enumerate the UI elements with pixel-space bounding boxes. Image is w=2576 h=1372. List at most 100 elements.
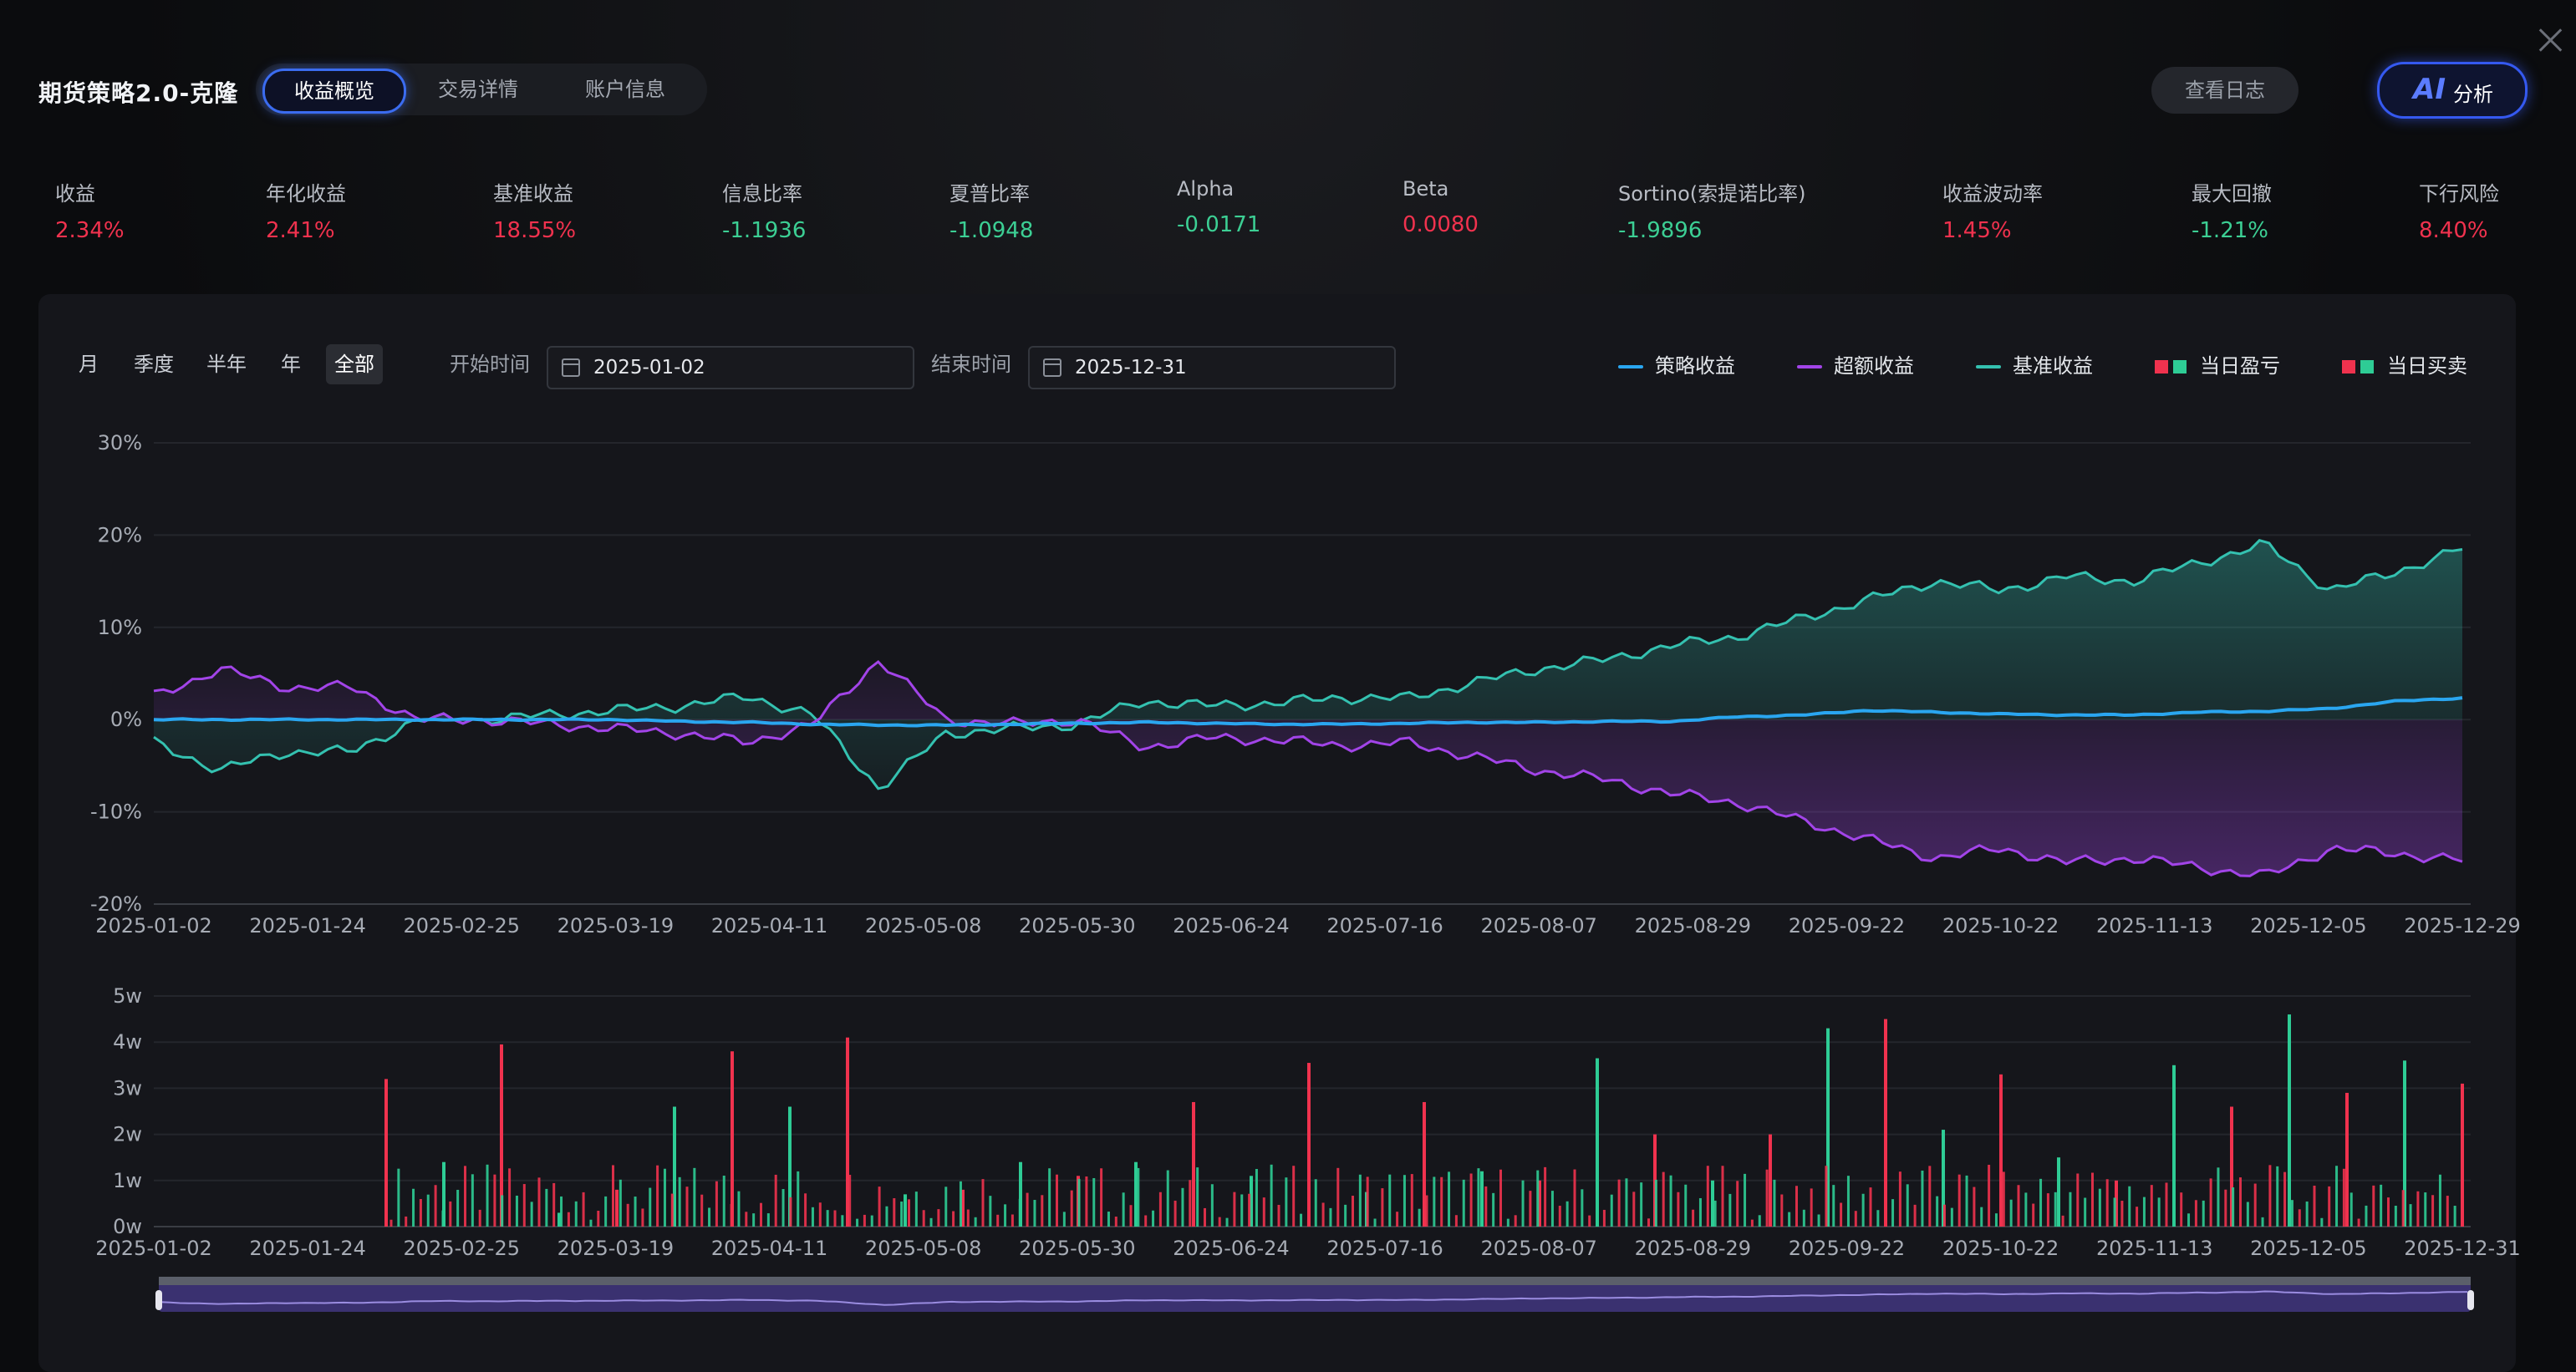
daily-bar xyxy=(615,1189,619,1227)
x-tick-label: 2025-06-24 xyxy=(1173,1237,1289,1260)
daily-bar xyxy=(426,1194,430,1227)
daily-bar xyxy=(1114,1217,1117,1227)
legend-daily-pnl[interactable]: 当日盈亏 xyxy=(2155,349,2280,383)
daily-bar xyxy=(1314,1179,1317,1227)
daily-bar xyxy=(663,1168,666,1227)
daily-bar xyxy=(1773,1179,1776,1227)
y-tick-label: 0w xyxy=(113,1215,142,1238)
daily-bar xyxy=(2054,1192,2057,1227)
daily-bar xyxy=(1884,1019,1887,1227)
view-log-button[interactable]: 查看日志 xyxy=(2151,67,2299,114)
daily-bar xyxy=(804,1193,807,1227)
daily-bar xyxy=(1596,1058,1599,1227)
daily-bar xyxy=(1869,1187,1872,1227)
daily-bar xyxy=(700,1194,704,1227)
daily-bar xyxy=(434,1185,437,1227)
daily-bar xyxy=(2239,1177,2242,1227)
daily-bar xyxy=(1854,1211,1857,1227)
daily-bar xyxy=(397,1168,400,1227)
daily-bar xyxy=(2268,1165,2272,1227)
calendar-icon xyxy=(562,358,580,377)
start-date-input[interactable]: 2025-01-02 xyxy=(547,346,914,389)
daily-bar xyxy=(846,1037,849,1227)
daily-bar xyxy=(405,1216,408,1227)
period-month[interactable]: 月 xyxy=(79,353,99,376)
daily-bar xyxy=(2232,1187,2235,1227)
daily-bar xyxy=(1538,1180,1541,1227)
daily-bar xyxy=(1262,1197,1265,1227)
daily-bar xyxy=(1077,1178,1081,1227)
x-tick-label: 2025-05-08 xyxy=(865,1237,981,1260)
daily-bar xyxy=(2349,1192,2353,1227)
daily-bar xyxy=(574,1201,578,1227)
daily-bar xyxy=(2298,1209,2301,1227)
daily-bar xyxy=(878,1187,881,1227)
daily-bar xyxy=(500,1044,503,1227)
daily-bar xyxy=(966,1209,970,1227)
metric-alpha: Alpha -0.0171 xyxy=(1177,177,1261,237)
daily-bar xyxy=(2142,1197,2146,1227)
daily-bar xyxy=(914,1192,918,1227)
daily-bar xyxy=(2288,1014,2291,1227)
daily-bar xyxy=(2002,1171,2005,1227)
zoom-slider-preview xyxy=(160,1290,2468,1306)
daily-bar xyxy=(1403,1175,1406,1227)
daily-bar xyxy=(989,1196,992,1227)
x-tick-label: 2025-12-29 xyxy=(2404,914,2520,938)
daily-bar xyxy=(2401,1190,2405,1227)
daily-bar xyxy=(508,1168,512,1227)
y-tick-label: 0% xyxy=(110,708,142,731)
daily-bar xyxy=(2328,1186,2331,1227)
ai-icon: AI xyxy=(2413,73,2446,106)
daily-bar xyxy=(1336,1167,1340,1227)
daily-bar xyxy=(1225,1217,1229,1227)
daily-bar xyxy=(1506,1218,1509,1227)
daily-bar xyxy=(1166,1170,1169,1227)
legend-benchmark[interactable]: 基准收益 xyxy=(1976,349,2093,383)
daily-bar xyxy=(560,1196,563,1227)
daily-bar xyxy=(1041,1195,1044,1227)
period-all[interactable]: 全部 xyxy=(326,344,383,384)
period-year[interactable]: 年 xyxy=(281,353,301,376)
tab-overview[interactable]: 收益概览 xyxy=(262,69,406,114)
y-tick-label: 10% xyxy=(98,616,142,639)
period-half-year[interactable]: 半年 xyxy=(206,353,247,376)
daily-bar xyxy=(1250,1176,1253,1227)
x-tick-label: 2025-12-05 xyxy=(2250,1237,2366,1260)
tab-trade-details[interactable]: 交易详情 xyxy=(438,78,518,101)
daily-bar xyxy=(715,1181,718,1227)
daily-bar xyxy=(419,1198,422,1227)
x-tick-label: 2025-08-07 xyxy=(1480,914,1596,938)
tab-bar: 收益概览 交易详情 账户信息 xyxy=(256,64,707,115)
daily-bar xyxy=(412,1188,415,1227)
daily-bar xyxy=(959,1181,962,1227)
metric-return: 收益 2.34% xyxy=(55,182,125,243)
daily-bar xyxy=(1270,1164,1273,1227)
legend-daily-trade[interactable]: 当日买卖 xyxy=(2342,349,2467,383)
daily-bar xyxy=(1558,1206,1561,1227)
daily-bar xyxy=(1085,1176,1088,1227)
daily-bar xyxy=(1192,1101,1195,1227)
daily-bar xyxy=(1189,1180,1192,1227)
legend-strategy[interactable]: 策略收益 xyxy=(1618,349,1735,383)
daily-bar xyxy=(2136,1207,2139,1227)
period-quarter[interactable]: 季度 xyxy=(134,353,174,376)
legend-excess[interactable]: 超额收益 xyxy=(1797,349,1914,383)
x-tick-label: 2025-12-31 xyxy=(2404,1237,2520,1260)
daily-bar xyxy=(1662,1171,1665,1227)
daily-bar xyxy=(515,1195,518,1227)
tab-account-info[interactable]: 账户信息 xyxy=(585,78,665,101)
daily-bar xyxy=(2357,1218,2360,1227)
daily-bar xyxy=(537,1177,541,1227)
daily-bar xyxy=(2438,1174,2441,1227)
end-date-input[interactable]: 2025-12-31 xyxy=(1028,346,1396,389)
metric-sortino: Sortino(索提诺比率) -1.9896 xyxy=(1618,182,1806,243)
daily-bar xyxy=(2453,1206,2456,1227)
daily-bar xyxy=(2180,1192,2183,1227)
daily-bar xyxy=(961,1189,965,1227)
daily-bar xyxy=(1240,1194,1244,1227)
daily-bar xyxy=(1999,1074,2003,1227)
daily-bar xyxy=(1861,1193,1865,1227)
daily-bar xyxy=(2172,1065,2176,1227)
ai-analysis-button[interactable]: AI 分析 xyxy=(2377,62,2528,119)
